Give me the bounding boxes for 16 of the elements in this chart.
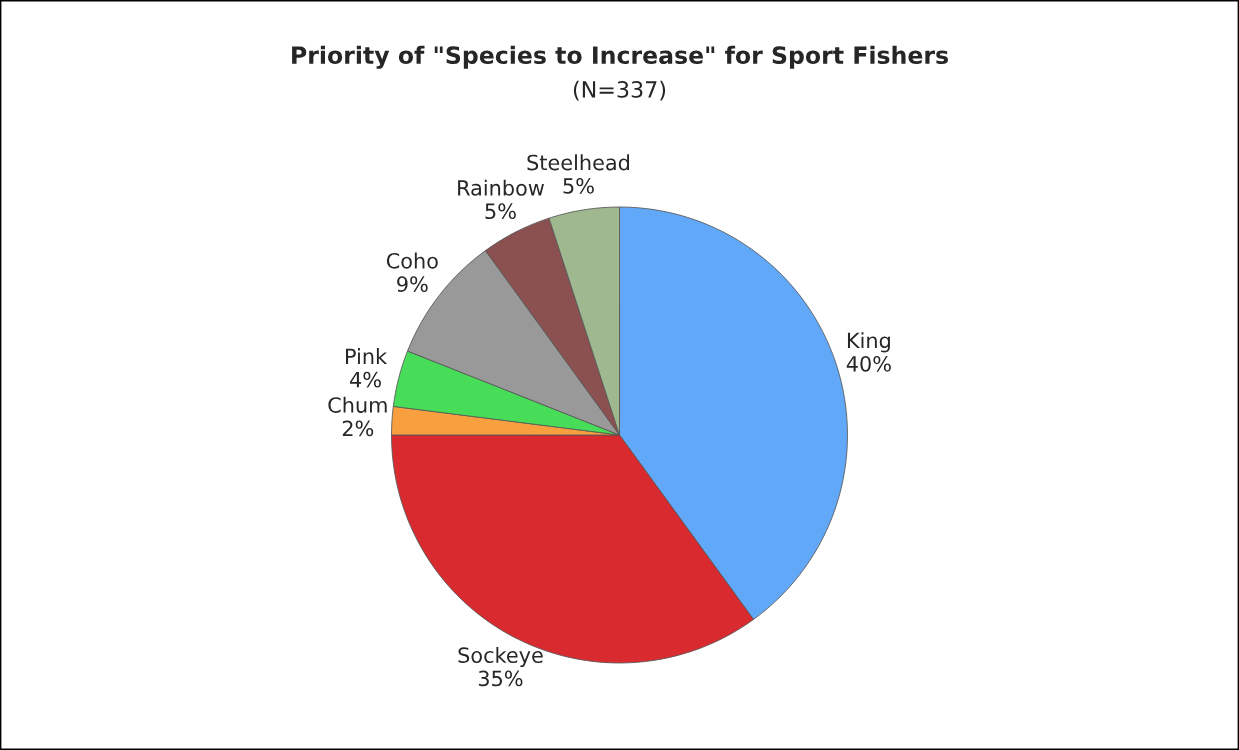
slice-label: King bbox=[847, 332, 890, 353]
chart-subtitle: (N=337) bbox=[573, 80, 666, 101]
slice-label: Rainbow bbox=[458, 179, 544, 196]
slice-label: Steelhead bbox=[527, 154, 629, 171]
data-label: 5% bbox=[563, 177, 594, 194]
slice-label: Sockeye bbox=[458, 646, 543, 668]
slice-label: Pink bbox=[346, 348, 388, 364]
data-label: 2% bbox=[342, 420, 374, 437]
slice-label: Chum bbox=[328, 396, 387, 413]
data-label: 5% bbox=[485, 203, 516, 220]
slice-label: Coho bbox=[386, 252, 438, 269]
data-label: 40% bbox=[846, 355, 891, 372]
chart-title: Priority of "Species to Increase" for Sport Fishers bbox=[292, 45, 948, 69]
data-label: 35% bbox=[478, 670, 523, 687]
data-label: 9% bbox=[397, 276, 428, 293]
data-label: 4% bbox=[350, 371, 381, 388]
